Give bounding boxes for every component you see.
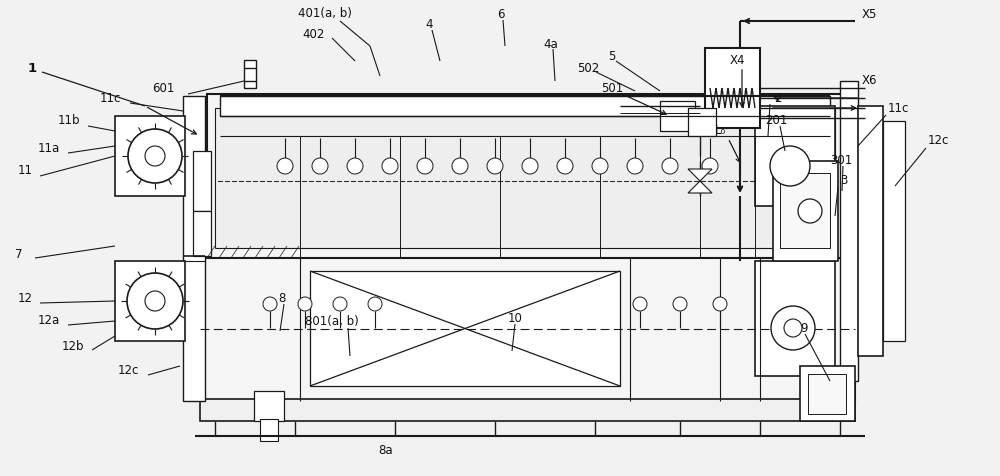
Circle shape bbox=[557, 158, 573, 174]
Circle shape bbox=[798, 199, 822, 223]
Bar bbox=[220, 96, 830, 116]
Text: X6: X6 bbox=[862, 75, 878, 88]
Text: 7: 7 bbox=[15, 248, 22, 260]
Bar bbox=[773, 161, 838, 261]
Text: 8a: 8a bbox=[378, 445, 393, 457]
Text: 401(a, b): 401(a, b) bbox=[298, 8, 352, 20]
Text: 301: 301 bbox=[830, 155, 852, 168]
Text: 1: 1 bbox=[28, 61, 37, 75]
Circle shape bbox=[263, 297, 277, 311]
Circle shape bbox=[673, 297, 687, 311]
Bar bbox=[808, 374, 846, 414]
Bar bbox=[660, 101, 695, 131]
Circle shape bbox=[368, 297, 382, 311]
Circle shape bbox=[312, 158, 328, 174]
Text: 4a: 4a bbox=[543, 38, 558, 50]
Bar bbox=[115, 116, 185, 196]
Text: L₀: L₀ bbox=[715, 125, 726, 138]
Text: 4: 4 bbox=[425, 18, 432, 30]
Text: 12c: 12c bbox=[118, 365, 139, 377]
Bar bbox=[883, 121, 905, 341]
Bar bbox=[780, 173, 830, 248]
Bar bbox=[193, 211, 211, 256]
Bar bbox=[755, 261, 835, 376]
Text: 501: 501 bbox=[601, 81, 623, 95]
Text: 601: 601 bbox=[152, 81, 174, 95]
Circle shape bbox=[627, 158, 643, 174]
Bar bbox=[254, 391, 284, 421]
Bar bbox=[310, 271, 620, 386]
Text: X5: X5 bbox=[862, 8, 877, 20]
Circle shape bbox=[713, 297, 727, 311]
Circle shape bbox=[128, 129, 182, 183]
Text: 12c: 12c bbox=[928, 135, 949, 148]
Polygon shape bbox=[688, 169, 712, 181]
Circle shape bbox=[633, 297, 647, 311]
Bar bbox=[688, 108, 716, 136]
Bar bbox=[193, 151, 211, 211]
Circle shape bbox=[277, 158, 293, 174]
Text: 402: 402 bbox=[302, 28, 324, 40]
Bar bbox=[200, 258, 855, 401]
Bar bbox=[207, 94, 845, 261]
Text: 11a: 11a bbox=[38, 141, 60, 155]
Circle shape bbox=[382, 158, 398, 174]
Text: 12a: 12a bbox=[38, 315, 60, 327]
Circle shape bbox=[417, 158, 433, 174]
Circle shape bbox=[145, 291, 165, 311]
Circle shape bbox=[333, 297, 347, 311]
Text: 11b: 11b bbox=[58, 115, 80, 128]
Bar bbox=[705, 48, 760, 128]
Text: 8: 8 bbox=[278, 291, 285, 305]
Text: 6: 6 bbox=[497, 8, 505, 20]
Bar bbox=[858, 106, 883, 356]
Text: 12: 12 bbox=[18, 291, 33, 305]
Circle shape bbox=[145, 146, 165, 166]
Circle shape bbox=[784, 319, 802, 337]
Text: 12b: 12b bbox=[62, 339, 84, 353]
Bar bbox=[183, 96, 205, 401]
Bar bbox=[244, 60, 256, 88]
Text: 3: 3 bbox=[840, 175, 847, 188]
Bar bbox=[755, 106, 835, 206]
Text: 2: 2 bbox=[774, 91, 782, 105]
Polygon shape bbox=[688, 181, 712, 193]
Text: 5: 5 bbox=[608, 50, 615, 62]
Text: 10: 10 bbox=[508, 311, 523, 325]
Circle shape bbox=[770, 146, 810, 186]
Circle shape bbox=[487, 158, 503, 174]
Text: 9: 9 bbox=[800, 321, 808, 335]
Bar bbox=[840, 81, 858, 381]
Text: X4: X4 bbox=[730, 54, 746, 68]
Circle shape bbox=[771, 306, 815, 350]
Bar bbox=[800, 366, 855, 421]
Bar bbox=[260, 419, 278, 441]
Circle shape bbox=[127, 273, 183, 329]
Circle shape bbox=[662, 158, 678, 174]
Bar bbox=[215, 108, 835, 248]
Bar bbox=[200, 399, 855, 421]
Circle shape bbox=[522, 158, 538, 174]
Bar bbox=[115, 261, 185, 341]
Text: 11c: 11c bbox=[100, 91, 121, 105]
Circle shape bbox=[298, 297, 312, 311]
Text: 502: 502 bbox=[577, 61, 599, 75]
Text: 201: 201 bbox=[765, 115, 787, 128]
Circle shape bbox=[452, 158, 468, 174]
Text: 11: 11 bbox=[18, 165, 33, 178]
Text: 801(a, b): 801(a, b) bbox=[305, 315, 359, 327]
Text: 11c: 11c bbox=[888, 101, 909, 115]
Circle shape bbox=[592, 158, 608, 174]
Circle shape bbox=[347, 158, 363, 174]
Circle shape bbox=[702, 158, 718, 174]
